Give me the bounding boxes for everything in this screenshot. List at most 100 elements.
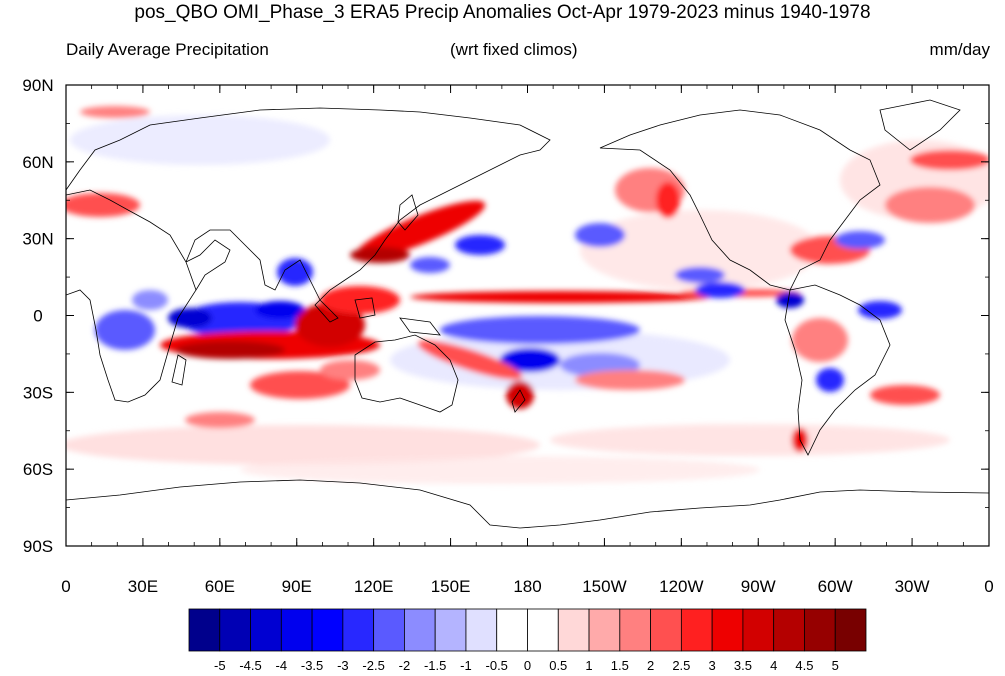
colorbar-label: 0.5: [549, 658, 567, 673]
lon-label: 90W: [741, 577, 776, 596]
coastline-arabia: [185, 239, 231, 291]
anomaly-patch: [885, 187, 975, 223]
anomaly-patch: [656, 182, 680, 218]
anomaly-patch: [695, 282, 745, 298]
colorbar-swatch: [404, 608, 436, 652]
anomaly-patch: [132, 290, 168, 310]
colorbar-label: 4.5: [795, 658, 813, 673]
colorbar-swatch: [219, 608, 251, 652]
anomaly-patch: [95, 310, 155, 350]
colorbar-label: -1.5: [424, 658, 446, 673]
lon-label: 0: [984, 577, 993, 596]
lon-label: 60E: [205, 577, 235, 596]
anomaly-patch: [295, 303, 365, 347]
chart-title: pos_QBO OMI_Phase_3 ERA5 Precip Anomalie…: [134, 2, 871, 23]
anomaly-field: [66, 106, 989, 484]
lon-label: 30E: [128, 577, 158, 596]
anomaly-patch: [250, 371, 350, 399]
anomaly-patch: [350, 247, 410, 263]
colorbar-swatch: [650, 608, 682, 652]
coastline-new-guinea: [399, 317, 441, 336]
anomaly-patch: [410, 257, 450, 273]
colorbar-swatch: [434, 608, 467, 652]
anomaly-patch: [550, 424, 950, 456]
anomaly-patch: [320, 360, 380, 380]
colorbar-label: 1.5: [611, 658, 629, 673]
colorbar-swatch: [834, 608, 867, 652]
coastline-new-zealand: [511, 389, 526, 413]
coastline-africa: [66, 189, 197, 403]
colorbar-label: -4: [276, 658, 288, 673]
lon-label: 30W: [895, 577, 930, 596]
anomaly-patch: [277, 258, 313, 286]
colorbar-label: -3.5: [301, 658, 323, 673]
colorbar-label: -3: [337, 658, 349, 673]
anomaly-patch: [580, 210, 820, 290]
colorbar-swatch: [711, 608, 744, 652]
colorbar-swatch: [804, 608, 836, 652]
anomaly-patch: [354, 200, 486, 260]
anomaly-patch: [175, 341, 285, 359]
coastline-japan: [397, 194, 419, 231]
lat-label: 0: [33, 307, 42, 326]
anomaly-patch: [66, 425, 540, 465]
coastline-australia: [354, 334, 459, 413]
lon-label: 0: [61, 577, 70, 596]
anomaly-patch: [506, 381, 534, 409]
colorbar-swatch: [527, 608, 559, 652]
colorbar-swatch: [373, 608, 405, 652]
colorbar-swatch: [465, 608, 498, 652]
colorbar-label: 5: [832, 658, 839, 673]
coastlines: [66, 99, 989, 529]
anomaly-patch: [792, 318, 848, 362]
lon-label: 150E: [431, 577, 471, 596]
anomaly-patch: [417, 340, 523, 380]
lon-label: 180: [513, 577, 541, 596]
anomaly-patch: [910, 150, 989, 170]
colorbar-label: -5: [214, 658, 226, 673]
colorbar-label: -4.5: [239, 658, 261, 673]
anomaly-patch: [185, 412, 255, 428]
anomaly-patch: [575, 223, 625, 247]
coastline-antarctica: [66, 479, 989, 529]
anomaly-patch: [816, 368, 844, 392]
anomaly-patch: [168, 308, 212, 328]
colorbar-swatch: [188, 608, 221, 652]
lon-label: 90E: [282, 577, 312, 596]
lon-label: 120W: [659, 577, 703, 596]
colorbar-label: -0.5: [486, 658, 508, 673]
colorbar-swatch: [342, 608, 375, 652]
anomaly-patch: [320, 286, 400, 314]
units-label: mm/day: [929, 40, 990, 59]
colorbar-swatch: [773, 608, 805, 652]
colorbar-swatch: [619, 608, 651, 652]
coastline-sumatra: [314, 299, 339, 323]
anomaly-patch: [500, 348, 560, 372]
colorbar-label: 0: [524, 658, 531, 673]
colorbar-label: -1: [460, 658, 472, 673]
lon-label: 150W: [582, 577, 626, 596]
anomaly-patch: [455, 235, 505, 255]
anomaly-patch: [858, 301, 902, 319]
colorbar-swatch: [680, 608, 713, 652]
coastline-north-america: [599, 109, 881, 291]
colorbar-label: 2.5: [672, 658, 690, 673]
anomaly-patch: [255, 301, 305, 319]
colorbar-swatch: [742, 608, 775, 652]
anomaly-patch: [776, 292, 804, 308]
anomaly-patch: [870, 385, 940, 405]
colorbar-label: 1: [585, 658, 592, 673]
coastline-borneo: [354, 297, 376, 319]
lat-label: 90S: [23, 537, 53, 556]
colorbar-label: -2: [399, 658, 411, 673]
colorbar-label: 4: [770, 658, 777, 673]
anomaly-patch: [835, 231, 885, 249]
lon-label: 120E: [354, 577, 394, 596]
coastline-south-america: [784, 284, 891, 456]
colorbar-swatch: [557, 608, 590, 652]
lat-label: 30S: [23, 383, 53, 402]
colorbar-swatch: [280, 608, 313, 652]
anomaly-patch: [80, 106, 150, 118]
lat-label: 60S: [23, 460, 53, 479]
